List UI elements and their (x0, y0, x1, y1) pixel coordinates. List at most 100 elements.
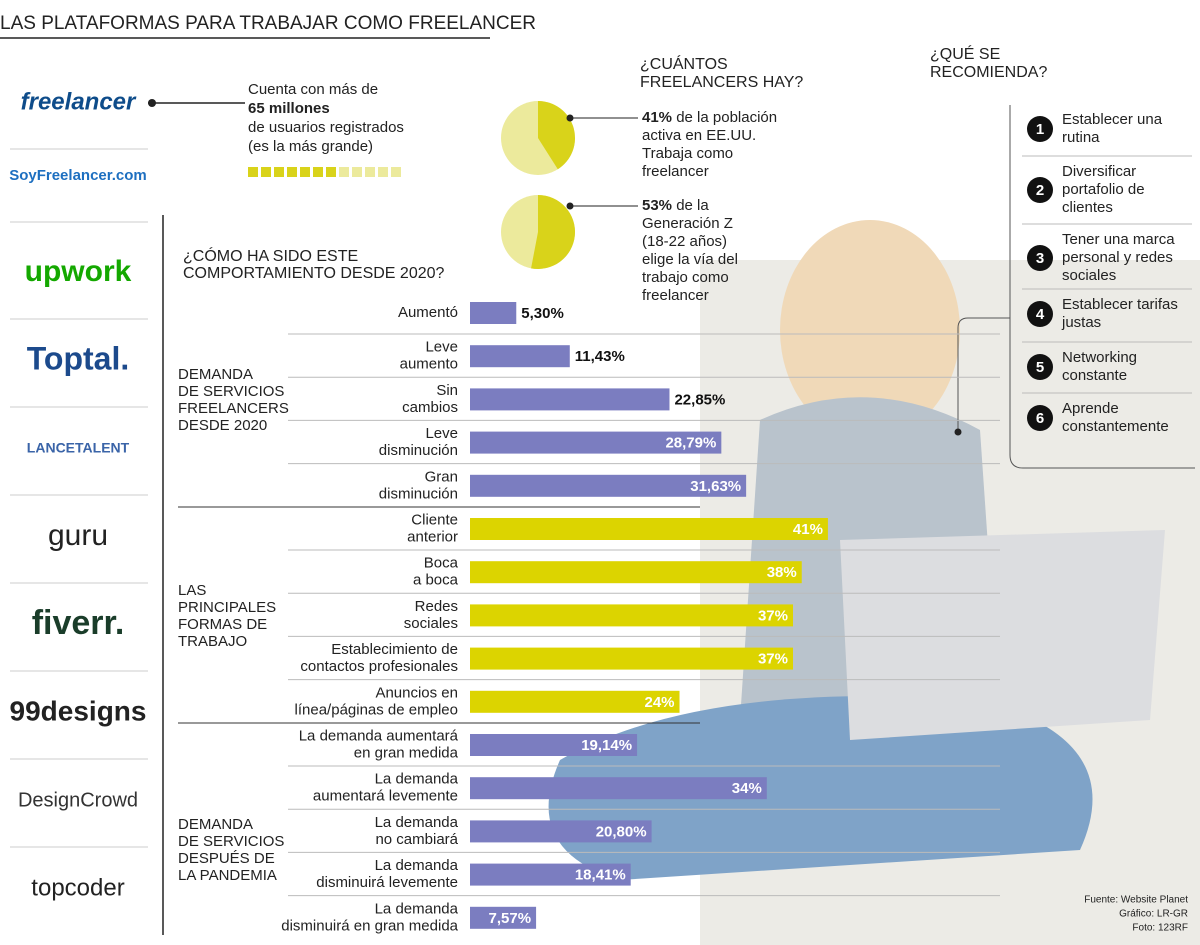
connector-dot (566, 202, 574, 210)
recommend-text: constante (1062, 367, 1127, 384)
decor-square (365, 167, 375, 177)
number-badge (1027, 177, 1053, 203)
bar-label: Gran (425, 468, 458, 485)
recommend-text: Establecer tarifas (1062, 296, 1178, 313)
note-line: 65 millones (248, 100, 330, 117)
bar-label: disminución (379, 485, 458, 502)
group-label: DEMANDA (178, 816, 253, 833)
photo-shape (840, 530, 1165, 740)
recommend-text: clientes (1062, 199, 1113, 216)
group-label: DESPUÉS DE (178, 850, 275, 867)
group-label: TRABAJO (178, 633, 247, 650)
bar-label: Sin (436, 382, 458, 399)
value-label: 11,43% (575, 348, 625, 365)
stat-value: 41% (642, 109, 672, 126)
section-title: FREELANCERS HAY? (640, 74, 803, 91)
connector-dot (954, 428, 962, 436)
bar-label: Redes (415, 598, 458, 615)
group-label: FORMAS DE (178, 616, 267, 633)
stat-line: de la (676, 197, 709, 214)
stat-text: Trabaja como (642, 145, 733, 162)
bar-label: contactos profesionales (300, 658, 458, 675)
section-title: RECOMIENDA? (930, 64, 1047, 81)
value-label: 37% (758, 651, 788, 668)
bar-label: La demanda (375, 771, 459, 788)
value-label: 5,30% (521, 305, 564, 322)
bar (470, 518, 828, 540)
bar (470, 906, 537, 929)
platform-logo: upwork (25, 255, 132, 288)
chart-title: COMPORTAMIENTO DESDE 2020? (183, 265, 445, 282)
platform-logo: guru (48, 519, 108, 552)
stat-text: (18-22 años) (642, 233, 727, 250)
recommend-text: Tener una marca (1062, 231, 1175, 248)
recommend-box (1009, 105, 1195, 469)
platform-logo: LANCETALENT (27, 440, 130, 456)
platform-logo: SoyFreelancer.com (9, 167, 147, 184)
bar (470, 345, 570, 368)
note-line: de usuarios registrados (248, 119, 404, 136)
bar (470, 690, 680, 713)
decor-square (339, 167, 349, 177)
recommend-text: justas (1061, 314, 1101, 331)
recommend-text: sociales (1062, 267, 1116, 284)
bar-label: disminución (379, 442, 458, 459)
recommend-text: rutina (1062, 129, 1100, 146)
value-label: 34% (732, 780, 762, 797)
number-badge (1027, 245, 1053, 271)
number: 5 (1036, 359, 1044, 376)
source: Gráfico: LR-GR (1119, 909, 1188, 920)
recommend-text: Establecer una (1062, 111, 1163, 128)
bar-label: La demanda (375, 900, 459, 917)
bar (470, 561, 802, 584)
bar-label: La demanda aumentará (299, 727, 459, 744)
group-label: DEMANDA (178, 366, 253, 383)
number: 3 (1036, 250, 1044, 267)
bar-label: La demanda (375, 857, 459, 874)
value-label: 31,63% (690, 478, 741, 495)
decor-square (352, 167, 362, 177)
bar (470, 863, 631, 886)
bar-label: anterior (407, 528, 458, 545)
number-badge (1027, 301, 1053, 327)
platform-logo: freelancer (21, 88, 137, 115)
number: 2 (1036, 182, 1044, 199)
bar-label: cambios (402, 399, 458, 416)
pie-slice (531, 195, 575, 269)
group-label: PRINCIPALES (178, 599, 276, 616)
decor-square (287, 167, 297, 177)
bar-label: Anuncios en (375, 684, 458, 701)
decor-square (378, 167, 388, 177)
group-label: LAS (178, 582, 206, 599)
photo (548, 220, 1200, 945)
platform-logo: fiverr. (32, 604, 125, 642)
stat-text: Generación Z (642, 215, 733, 232)
bar-label: a boca (413, 572, 459, 589)
title: LAS PLATAFORMAS PARA TRABAJAR COMO FREEL… (0, 13, 536, 34)
number: 1 (1036, 121, 1044, 138)
number-badge (1027, 354, 1053, 380)
decor-square (300, 167, 310, 177)
stat-text: elige la vía del (642, 251, 738, 268)
recommend-text: Aprende (1062, 400, 1119, 417)
bar-label: sociales (404, 615, 458, 632)
bar-label: no cambiará (375, 831, 458, 848)
stat-text: 53% de la (642, 197, 709, 214)
source: Foto: 123RF (1132, 923, 1188, 934)
photo-shape (548, 696, 1093, 880)
bar-label: Leve (425, 339, 458, 356)
value-label: 38% (767, 564, 797, 581)
decor-square (248, 167, 258, 177)
stat-text: trabajo como (642, 269, 729, 286)
decor-square (326, 167, 336, 177)
recommend-text: constantemente (1062, 418, 1169, 435)
connector-dot (148, 99, 156, 107)
platform-logo: DesignCrowd (18, 789, 138, 811)
section-title: ¿QUÉ SE (930, 44, 1000, 63)
connector-dot (566, 114, 574, 122)
decor-square (313, 167, 323, 177)
section-title: ¿CUÁNTOS (640, 54, 728, 73)
stat-text: 41% de la población (642, 109, 777, 126)
number-badge (1027, 116, 1053, 142)
bar (470, 734, 638, 756)
